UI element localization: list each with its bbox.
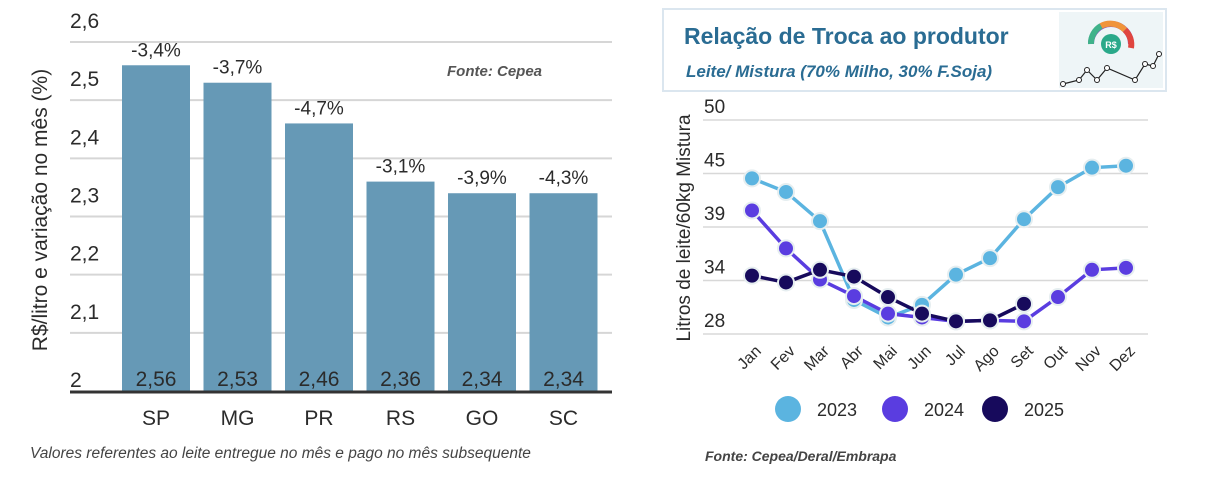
data-point-2025 xyxy=(845,267,863,286)
data-point-2025 xyxy=(981,311,999,330)
line-y-tick-label: 39 xyxy=(704,204,725,225)
bar-value-label: 2,34 xyxy=(462,368,503,391)
bar-y-tick-label: 2 xyxy=(70,369,82,392)
line-chart-header: Relação de Troca ao produtor Leite/ Mist… xyxy=(662,8,1167,92)
bar-value-label: 2,53 xyxy=(217,368,258,391)
bar xyxy=(203,82,272,391)
data-point-2024 xyxy=(1083,260,1101,279)
data-point-2023 xyxy=(1117,156,1135,175)
bar-category-label: MG xyxy=(221,407,255,430)
bar-value-label: 2,34 xyxy=(543,368,584,391)
bar xyxy=(285,123,353,391)
line-x-ticks: Jan Fev Mar Abr Mai Jun Jul Ago Set Out Nov Dez xyxy=(735,342,1139,375)
data-point-2023 xyxy=(981,249,999,268)
line-x-tick-label: Jan xyxy=(735,343,765,373)
bar-y-axis-label: R$/litro e variação no mês (%) xyxy=(29,69,52,351)
bar-y-tick-label: 2,1 xyxy=(70,301,99,324)
series-line-2023 xyxy=(751,163,1127,320)
legend-swatch-2024 xyxy=(882,396,908,422)
line-x-tick-label: Fev xyxy=(768,343,799,374)
line-x-tick-label: Abr xyxy=(837,342,867,372)
bar-change-label: -3,7% xyxy=(213,58,263,79)
bar-value-label: 2,36 xyxy=(380,368,421,391)
legend-swatch-2023 xyxy=(775,396,801,422)
data-point-2024 xyxy=(1049,288,1067,307)
bar-value-label: 2,46 xyxy=(299,368,340,391)
svg-text:R$: R$ xyxy=(1105,40,1117,50)
line-x-tick-label: Out xyxy=(1041,342,1072,373)
bar-category-label: SP xyxy=(142,407,170,430)
bar-y-tick-label: 2,4 xyxy=(70,126,100,149)
data-point-2025 xyxy=(743,266,761,285)
line-legend: 2023 2024 2025 xyxy=(775,396,1064,422)
bar-change-label: -3,9% xyxy=(457,168,507,189)
data-point-2024 xyxy=(1015,312,1033,331)
line-x-tick-label: Mar xyxy=(801,342,833,374)
data-point-2025 xyxy=(947,312,965,331)
data-point-2025 xyxy=(913,304,931,323)
data-point-2025 xyxy=(777,273,795,292)
bar-y-tick-label: 2,2 xyxy=(70,243,99,266)
bars: -3,4% 2,56 SP -3,7% 2,53 MG -4,7% 2,46 PR -3,1% 2,… xyxy=(122,40,598,430)
bar xyxy=(529,193,598,391)
bar-category-label: GO xyxy=(466,407,499,430)
data-point-2024 xyxy=(1117,258,1135,277)
line-y-axis-label: Litros de leite/60kg Mistura xyxy=(674,114,695,341)
data-point-2023 xyxy=(1049,178,1067,197)
line-y-ticks: 28 34 39 45 50 xyxy=(704,97,726,332)
line-x-tick-label: Mai xyxy=(871,343,901,373)
data-point-2024 xyxy=(777,239,795,258)
bar-category-label: RS xyxy=(386,407,415,430)
data-point-2023 xyxy=(1015,210,1033,229)
price-trend-illustration: R$ xyxy=(1059,12,1163,88)
bar-category-label: PR xyxy=(304,407,333,430)
gauge-chart-icon: R$ xyxy=(1060,20,1162,87)
bar xyxy=(448,193,516,391)
bar-value-label: 2,56 xyxy=(136,368,177,391)
line-x-tick-label: Nov xyxy=(1073,343,1105,375)
data-point-2025 xyxy=(811,260,829,279)
line-source-annotation: Fonte: Cepea/Deral/Embrapa xyxy=(705,448,897,464)
line-y-tick-label: 34 xyxy=(704,258,726,279)
legend-label: 2024 xyxy=(924,400,964,420)
bar-footnote: Valores referentes ao leite entregue no … xyxy=(30,445,531,462)
line-y-tick-label: 45 xyxy=(704,151,725,172)
bar-category-label: SC xyxy=(549,407,578,430)
line-y-tick-label: 50 xyxy=(704,97,725,118)
legend-label: 2025 xyxy=(1024,400,1064,420)
bar-change-label: -4,7% xyxy=(294,98,344,119)
data-point-2023 xyxy=(1083,158,1101,177)
bar xyxy=(122,65,190,392)
legend-swatch-2025 xyxy=(982,396,1008,422)
bar xyxy=(366,181,435,391)
bar-source-annotation: Fonte: Cepea xyxy=(447,63,542,80)
line-x-tick-label: Set xyxy=(1008,342,1037,371)
data-point-2024 xyxy=(879,304,897,323)
bar-change-label: -3,4% xyxy=(131,40,181,61)
bar-y-tick-label: 2,6 xyxy=(70,10,99,33)
data-point-2024 xyxy=(845,287,863,306)
bar-change-label: -4,3% xyxy=(539,168,589,189)
data-point-2023 xyxy=(811,212,829,231)
bar-y-ticks: 2 2,1 2,2 2,3 2,4 2,5 2,6 xyxy=(70,10,100,392)
line-series xyxy=(743,156,1135,331)
bar-y-tick-label: 2,3 xyxy=(70,185,99,208)
bar-y-tick-label: 2,5 xyxy=(70,68,99,91)
data-point-2025 xyxy=(879,288,897,307)
line-y-tick-label: 28 xyxy=(704,311,725,332)
line-x-tick-label: Dez xyxy=(1107,343,1139,375)
data-point-2024 xyxy=(743,201,761,220)
legend-label: 2023 xyxy=(817,400,857,420)
line-chart-title: Relação de Troca ao produtor xyxy=(684,23,1009,49)
line-chart-subtitle: Leite/ Mistura (70% Milho, 30% F.Soja) xyxy=(686,62,993,81)
data-point-2023 xyxy=(777,182,795,201)
line-x-tick-label: Jun xyxy=(905,343,935,373)
bar-change-label: -3,1% xyxy=(376,157,426,178)
line-x-tick-label: Ago xyxy=(971,343,1003,375)
data-point-2025 xyxy=(1015,294,1033,313)
line-x-tick-label: Jul xyxy=(942,343,968,369)
data-point-2023 xyxy=(947,265,965,284)
data-point-2023 xyxy=(743,169,761,188)
